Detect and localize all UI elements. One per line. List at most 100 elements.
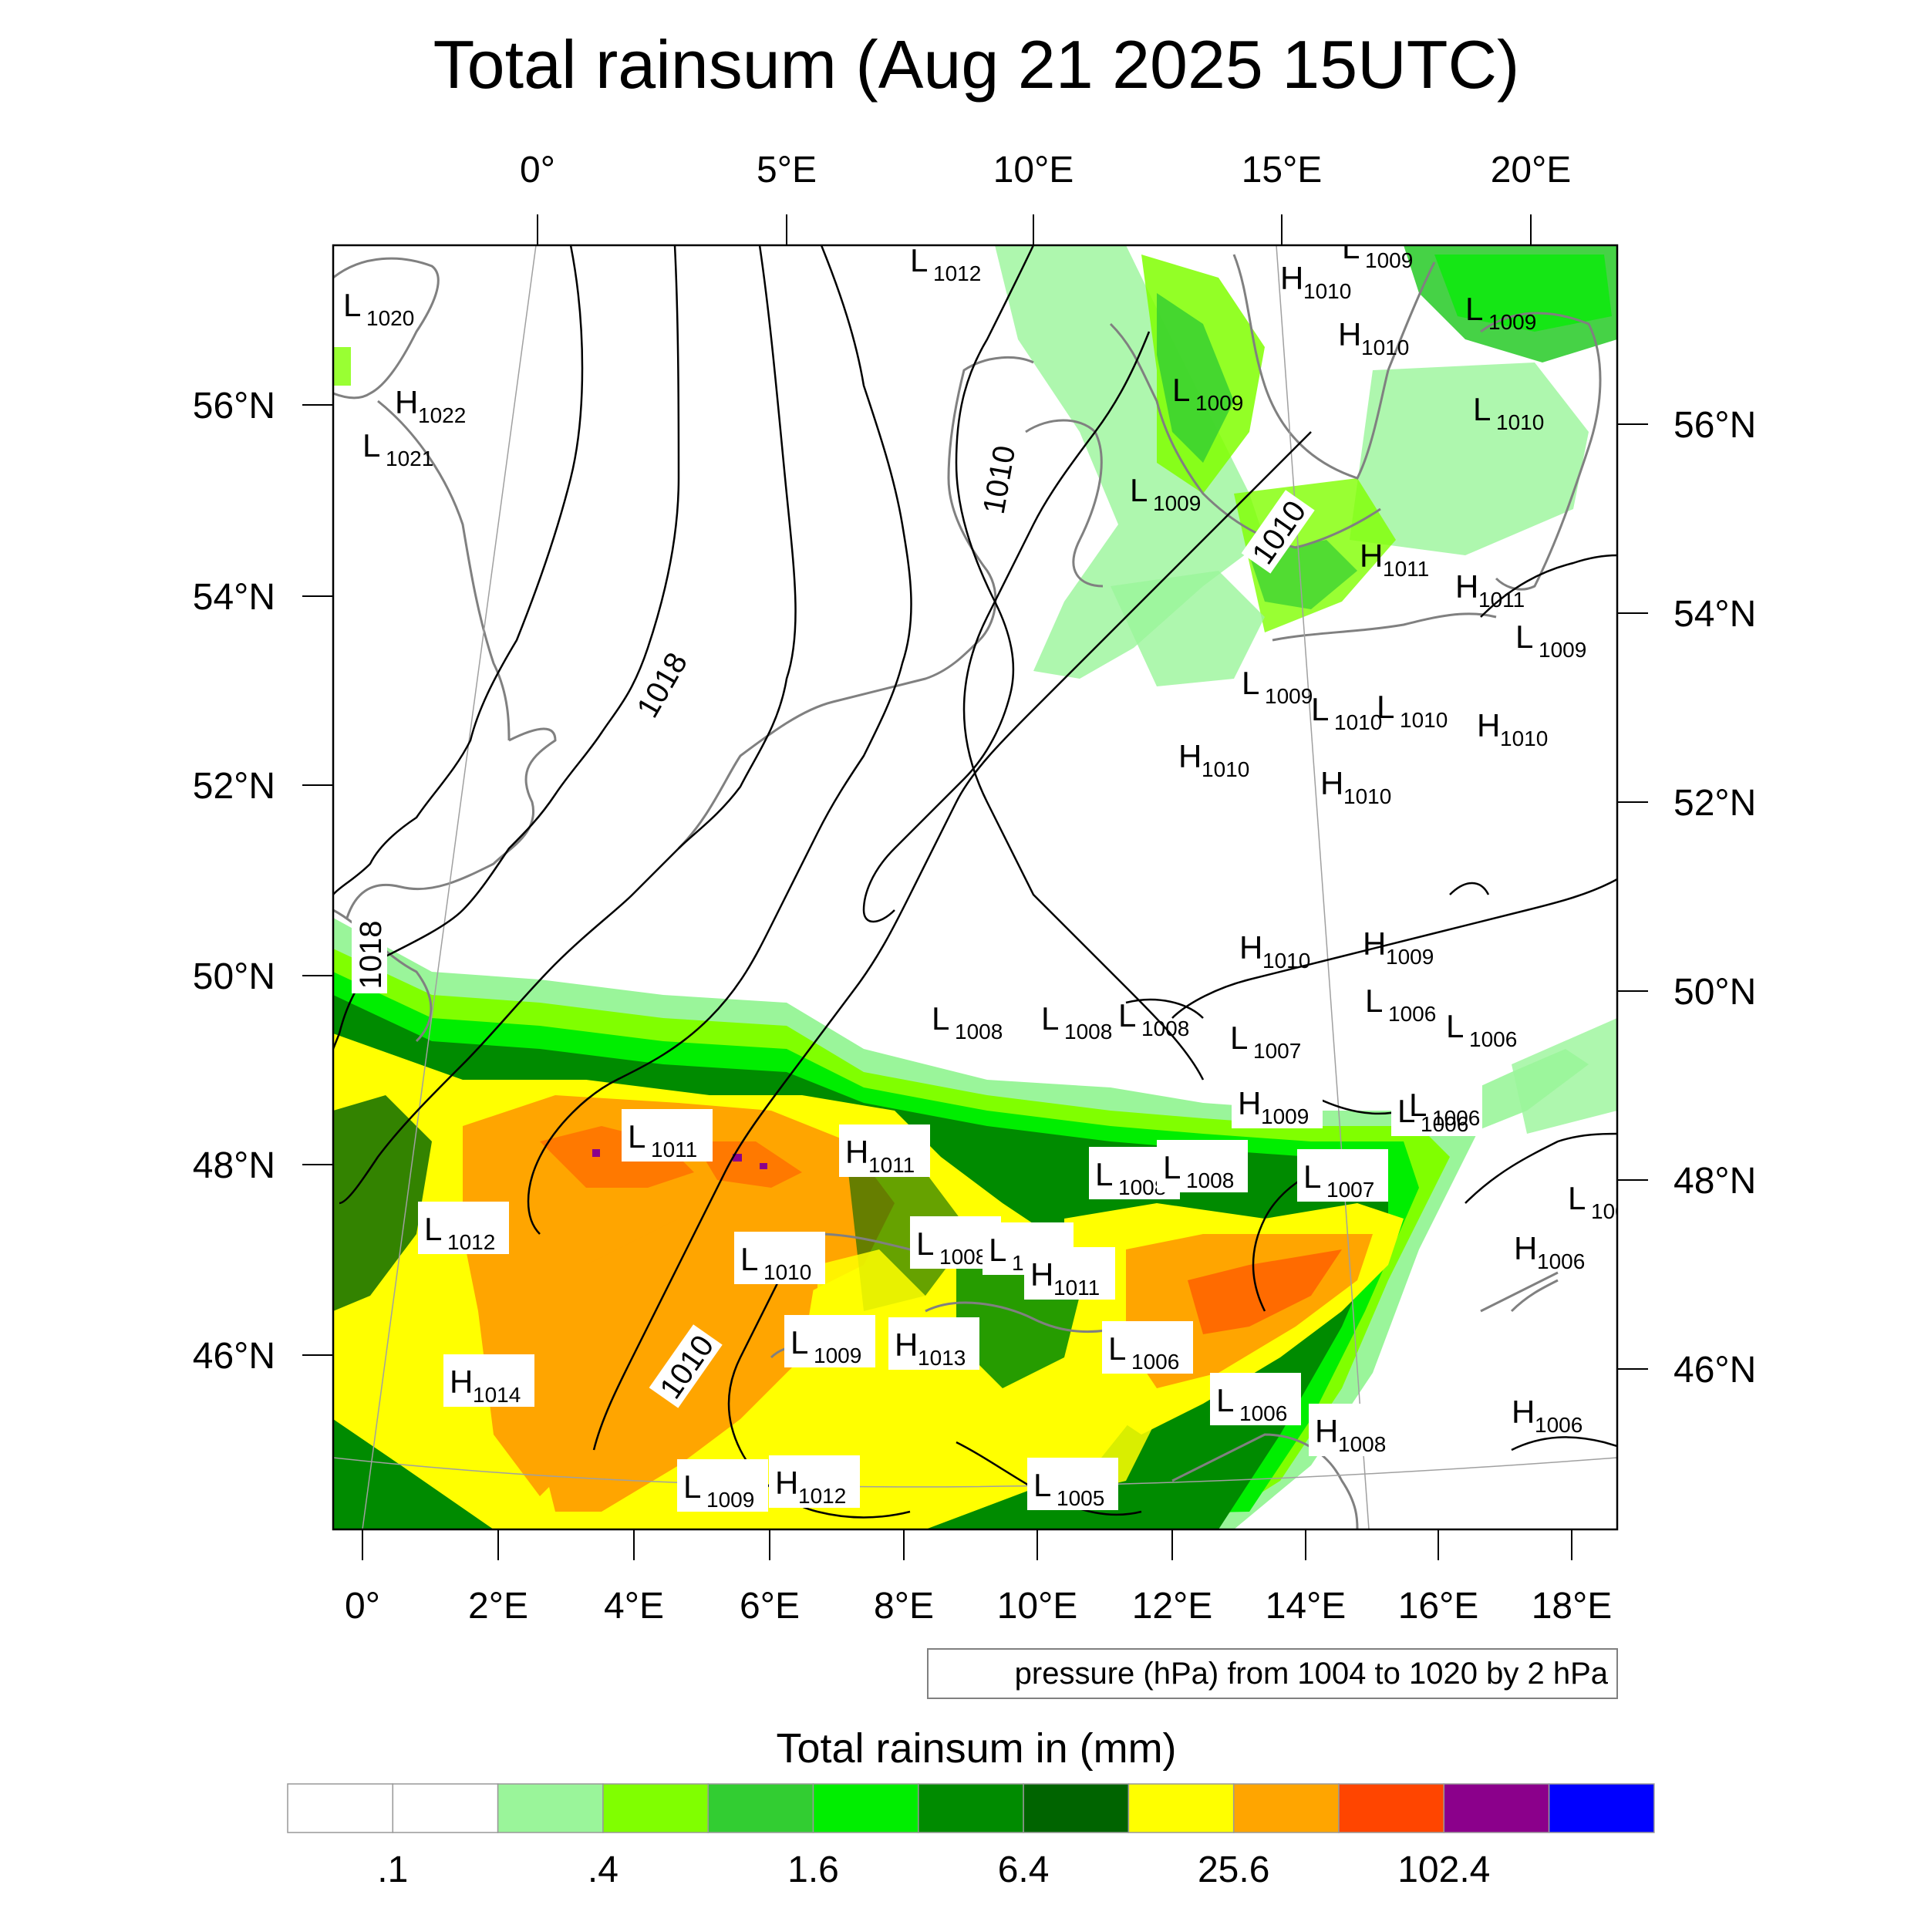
pressure-center-value: 1008 bbox=[955, 1020, 1003, 1044]
colorbar-box bbox=[392, 1783, 499, 1833]
pressure-center-letter: H bbox=[450, 1364, 473, 1400]
pressure-center-letter: L bbox=[1515, 619, 1533, 655]
pressure-center-value: 1007 bbox=[1253, 1039, 1301, 1063]
pressure-center-high: H 1009 bbox=[1363, 926, 1434, 969]
pressure-center-value: 1021 bbox=[386, 447, 433, 470]
pressure-center-value: 1010 bbox=[1202, 757, 1249, 781]
pressure-center-value: 1010 bbox=[763, 1260, 811, 1284]
pressure-center-letter: H bbox=[1363, 926, 1386, 962]
pressure-center-value: 1009 bbox=[1488, 310, 1536, 334]
pressure-center-box bbox=[1024, 1247, 1115, 1300]
pressure-center-value: 1008 bbox=[1338, 1432, 1386, 1456]
pressure-center-value: 1009 bbox=[814, 1344, 861, 1367]
bottom-lon-label: 12°E bbox=[1132, 1586, 1213, 1627]
pressure-center-value: 1008 bbox=[1064, 1020, 1112, 1044]
colorbar-box bbox=[707, 1783, 814, 1833]
pressure-center-value: 1010 bbox=[1262, 949, 1310, 973]
colorbar-box bbox=[1338, 1783, 1445, 1833]
pressure-center-letter: L bbox=[1041, 1000, 1059, 1037]
map-title: Total rainsum (Aug 21 2025 15UTC) bbox=[433, 26, 1520, 103]
pressure-center-letter: L bbox=[1409, 1087, 1427, 1123]
pressure-center-letter: H bbox=[1280, 260, 1303, 296]
colorbar-tick-label: 25.6 bbox=[1198, 1849, 1269, 1890]
pressure-center-value: 1010 bbox=[1361, 335, 1409, 359]
map-axes bbox=[302, 214, 1648, 1560]
pressure-center-value: 1014 bbox=[473, 1383, 521, 1407]
pressure-center-high: H 1013 bbox=[888, 1317, 979, 1370]
contour-note-box: pressure (hPa) from 1004 to 1020 by 2 hP… bbox=[927, 1648, 1618, 1699]
colorbar-tick-label: .4 bbox=[588, 1849, 619, 1890]
pressure-center-letter: H bbox=[845, 1134, 868, 1170]
colorbar-box bbox=[287, 1783, 394, 1833]
pressure-center-box bbox=[888, 1317, 979, 1370]
pressure-center-value: 1006 bbox=[1388, 1002, 1436, 1026]
pressure-center-value: 1011 bbox=[868, 1153, 915, 1177]
pressure-center-low: L 1007 bbox=[1230, 1020, 1301, 1063]
right-lat-label: 54°N bbox=[1674, 594, 1756, 635]
right-lat-label: 52°N bbox=[1674, 783, 1756, 824]
pressure-center-value: 1011 bbox=[651, 1138, 697, 1162]
pressure-center-letter: H bbox=[1178, 738, 1202, 774]
bottom-lon-label: 10°E bbox=[997, 1586, 1078, 1627]
pressure-center-letter: H bbox=[1030, 1256, 1053, 1293]
pressure-center-value: 1009 bbox=[1386, 945, 1434, 969]
pressure-center-high: H 1006 bbox=[1512, 1394, 1583, 1437]
pressure-center-low: L 1008 bbox=[932, 1000, 1003, 1044]
pressure-center-value: 1008 bbox=[939, 1245, 987, 1269]
pressure-center-letter: L bbox=[1568, 1180, 1586, 1216]
contour-note: pressure (hPa) from 1004 to 1020 by 2 hP… bbox=[1015, 1657, 1609, 1691]
pressure-center-low: L 1008 bbox=[1157, 1140, 1248, 1192]
colorbar-title: Total rainsum in (mm) bbox=[776, 1725, 1176, 1772]
pressure-center-high: H 1011 bbox=[1024, 1247, 1115, 1300]
pressure-center-value: 1010 bbox=[1500, 727, 1548, 750]
pressure-center-low: L 1006 bbox=[1365, 983, 1436, 1026]
pressure-center-high: H 1010 bbox=[1477, 707, 1548, 750]
left-lat-label: 50°N bbox=[193, 956, 275, 997]
pressure-center-low: L 1006 bbox=[1446, 1008, 1517, 1051]
colorbar-box bbox=[918, 1783, 1024, 1833]
pressure-center-value: 1009 bbox=[1539, 638, 1586, 662]
bottom-lon-label: 6°E bbox=[740, 1586, 800, 1627]
pressure-center-value: 1010 bbox=[1400, 708, 1448, 732]
colorbar: Total rainsum in (mm) .1 .4 1.6 6.4 25.6 102.… bbox=[287, 1725, 1655, 1890]
pressure-center-letter: L bbox=[1303, 1158, 1321, 1195]
colorbar-tick-labels: .1 .4 1.6 6.4 25.6 102.4 bbox=[377, 1849, 1490, 1890]
pressure-center-value: 1013 bbox=[918, 1346, 966, 1370]
pressure-center-high: H 1010 bbox=[1178, 738, 1249, 781]
pressure-center-high: H 1011 bbox=[1455, 568, 1525, 612]
pressure-center-low: L 1008 bbox=[1118, 997, 1189, 1040]
pressure-center-low: L 1006 bbox=[1102, 1321, 1193, 1374]
map-content: 1010 1018 1010 1018 1010 bbox=[333, 245, 1617, 1529]
pressure-center-value: 1020 bbox=[366, 306, 414, 330]
pressure-center-letter: L bbox=[1377, 689, 1394, 725]
top-lon-label: 0° bbox=[520, 150, 555, 191]
pressure-center-low: L 1005 bbox=[1027, 1458, 1118, 1510]
pressure-center-box bbox=[1391, 1084, 1482, 1136]
pressure-center-box bbox=[1102, 1321, 1193, 1374]
pressure-center-letter: H bbox=[1360, 538, 1383, 574]
pressure-center-letter: L bbox=[1397, 1093, 1415, 1129]
colorbar-box bbox=[1232, 1783, 1340, 1833]
bottom-lon-label: 14°E bbox=[1266, 1586, 1347, 1627]
pressure-center-low: L 1008 bbox=[1041, 1000, 1112, 1044]
right-lat-label: 48°N bbox=[1674, 1161, 1756, 1202]
colorbar-box bbox=[602, 1783, 709, 1833]
pressure-center-letter: H bbox=[1477, 707, 1500, 743]
pressure-center-box bbox=[784, 1315, 875, 1367]
pressure-center-box bbox=[769, 1455, 860, 1508]
pressure-center-high: H 1010 bbox=[1239, 929, 1310, 973]
pressure-center-high: H 1011 bbox=[839, 1124, 930, 1177]
pressure-center-value: 1012 bbox=[933, 261, 981, 285]
pressure-center-letter: L bbox=[683, 1468, 701, 1505]
colorbar-tick-label: 6.4 bbox=[998, 1849, 1050, 1890]
pressure-center-value: 1009 bbox=[1195, 391, 1243, 415]
pressure-center-box bbox=[1309, 1404, 1400, 1456]
pressure-center-value: 1010 bbox=[1303, 279, 1351, 303]
pressure-center-letter: L bbox=[1230, 1020, 1248, 1056]
